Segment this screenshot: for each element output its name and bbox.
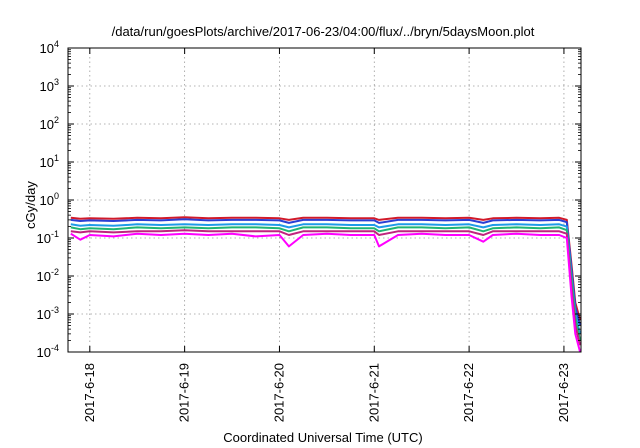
- y-tick-exponent: 3: [54, 77, 59, 87]
- y-tick-label: 100: [40, 191, 59, 208]
- y-tick-exponent: -3: [51, 305, 59, 315]
- x-tick-label: 2017-6-19: [177, 363, 192, 422]
- y-tick-base: 10: [40, 193, 54, 208]
- x-axis-label: Coordinated Universal Time (UTC): [223, 430, 422, 445]
- x-tick-label: 2017-6-18: [82, 363, 97, 422]
- y-axis-label: cGy/day: [23, 181, 38, 229]
- x-tick-label: 2017-6-21: [366, 363, 381, 422]
- x-axis-ticks: 2017-6-18 2017-6-19 2017-6-20 2017-6-21 2017…: [82, 48, 571, 422]
- y-tick-base: 10: [40, 79, 54, 94]
- x-tick-label: 2017-6-22: [461, 363, 476, 422]
- y-tick-exponent: -1: [51, 229, 59, 239]
- y-tick-label: 103: [40, 77, 59, 94]
- y-tick-exponent: 2: [54, 115, 59, 125]
- y-tick-label: 10-2: [37, 267, 59, 284]
- y-tick-base: 10: [37, 345, 51, 360]
- y-tick-exponent: 4: [54, 39, 59, 49]
- y-tick-label: 10-3: [37, 305, 59, 322]
- y-tick-exponent: 1: [54, 153, 59, 163]
- y-tick-label: 10-4: [37, 343, 59, 360]
- y-tick-label: 102: [40, 115, 59, 132]
- x-tick-label: 2017-6-23: [556, 363, 571, 422]
- y-tick-base: 10: [40, 155, 54, 170]
- x-tick-label: 2017-6-20: [271, 363, 286, 422]
- y-tick-exponent: 0: [54, 191, 59, 201]
- gridlines: [68, 48, 581, 352]
- series-line-2: [70, 218, 581, 326]
- y-tick-exponent: -4: [51, 343, 59, 353]
- y-tick-label: 10-1: [37, 229, 59, 246]
- series-group: [70, 216, 581, 352]
- series-line-1: [70, 216, 581, 321]
- y-tick-base: 10: [37, 231, 51, 246]
- y-tick-exponent: -2: [51, 267, 59, 277]
- series-line-5: [70, 229, 581, 346]
- series-line-6: [70, 232, 581, 352]
- y-tick-base: 10: [37, 269, 51, 284]
- y-tick-base: 10: [40, 41, 54, 56]
- y-tick-base: 10: [40, 117, 54, 132]
- series-line-4: [70, 226, 581, 341]
- y-tick-label: 101: [40, 153, 59, 170]
- y-tick-base: 10: [37, 307, 51, 322]
- y-tick-label: 104: [40, 39, 59, 56]
- chart-title: /data/run/goesPlots/archive/2017-06-23/0…: [112, 24, 535, 39]
- series-line-3: [70, 223, 581, 335]
